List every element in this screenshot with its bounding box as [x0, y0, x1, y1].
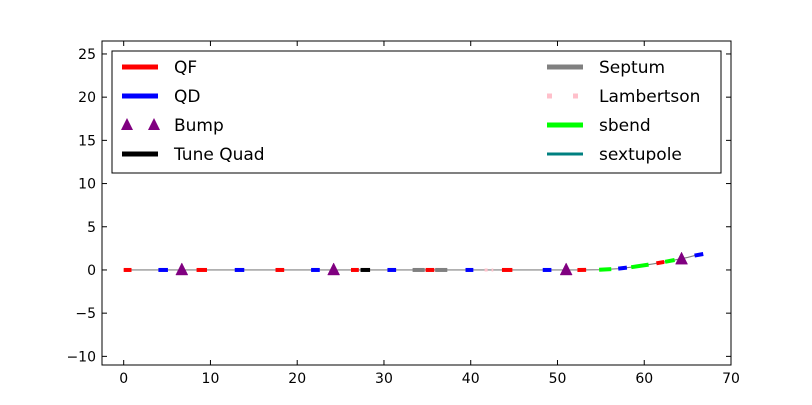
- bump-marker-2: [559, 262, 573, 276]
- legend-box: [111, 50, 722, 174]
- y-tick-label: 0: [87, 263, 96, 279]
- legend-label-qd: QD: [174, 87, 200, 107]
- legend-swatch-bump-0: [121, 118, 133, 130]
- x-tick-label: 10: [202, 371, 220, 387]
- y-tick-label: −10: [66, 349, 96, 365]
- sbend-segment-0: [599, 267, 612, 272]
- legend-label-bump: Bump: [174, 116, 224, 136]
- axis-ticks: 0 10 20 30 40 50 60 70 −10 −5 0 5 10 15 20 25: [66, 41, 740, 387]
- y-tick-label: 5: [87, 220, 96, 236]
- bump-marker-0: [175, 262, 189, 276]
- legend-label-qf: QF: [174, 58, 197, 78]
- x-tick-label: 70: [722, 371, 740, 387]
- legend-label-lambertson: Lambertson: [599, 87, 700, 107]
- sbend-segment-2: [664, 258, 675, 264]
- plot-area: [123, 251, 704, 276]
- axes-frame: [101, 40, 732, 366]
- legend-label-tune-quad: Tune Quad: [173, 145, 265, 165]
- y-tick-label: 10: [78, 177, 96, 193]
- y-tick-label: −5: [75, 306, 96, 322]
- qf-segment-7: [656, 259, 665, 266]
- legend-label-septum: Septum: [599, 58, 665, 78]
- legend-swatch-bump-1: [148, 118, 160, 130]
- legend-label-sextupole: sextupole: [599, 145, 682, 165]
- x-tick-label: 40: [462, 371, 480, 387]
- y-tick-label: 25: [78, 47, 96, 63]
- qd-segment-6: [617, 265, 628, 271]
- x-tick-label: 60: [635, 371, 653, 387]
- bump-marker-3: [675, 251, 688, 265]
- qd-segment-7: [694, 252, 704, 258]
- bump-marker-1: [327, 262, 341, 276]
- sbend-segment-1: [630, 262, 649, 270]
- x-tick-label: 50: [549, 371, 567, 387]
- y-tick-label: 20: [78, 90, 96, 106]
- x-tick-label: 20: [288, 371, 306, 387]
- x-tick-label: 0: [119, 371, 128, 387]
- x-tick-label: 30: [375, 371, 393, 387]
- legend-label-sbend: sbend: [599, 116, 651, 136]
- y-tick-label: 15: [78, 133, 96, 149]
- legend: QF QD Bump Tune Quad Septum Lambertson sbend se…: [111, 50, 722, 174]
